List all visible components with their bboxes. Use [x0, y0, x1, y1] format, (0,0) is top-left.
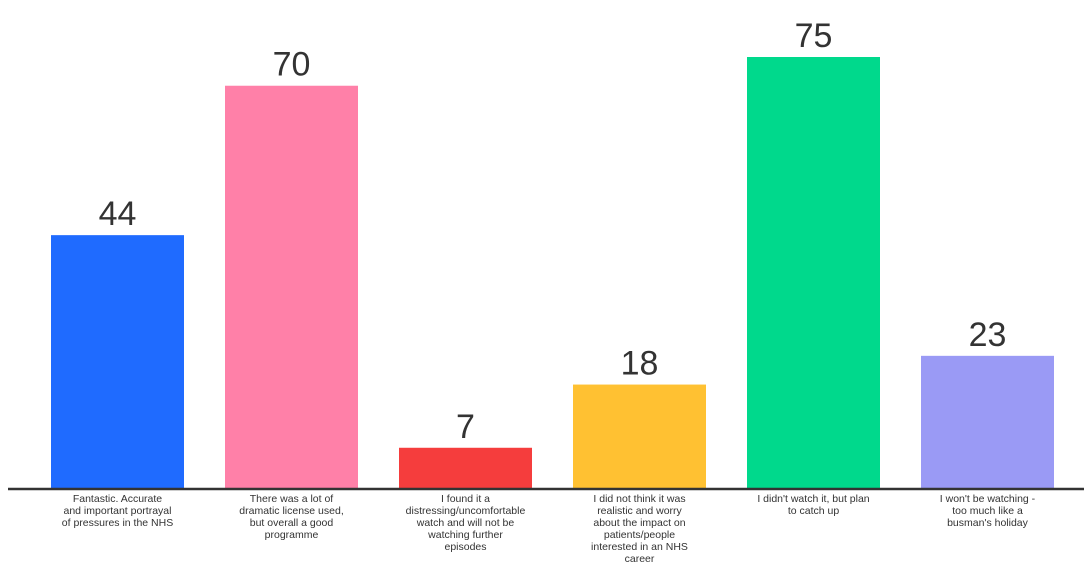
category-label-line: busman's holiday [947, 517, 1029, 529]
category-label-line: distressing/uncomfortable [406, 505, 526, 517]
value-label-1: 44 [99, 195, 137, 233]
value-label-5: 75 [795, 17, 833, 55]
category-label-line: interested in an NHS [591, 541, 688, 553]
category-label-line: patients/people [604, 529, 675, 541]
bar-4 [573, 384, 706, 488]
category-label-line: too much like a [952, 505, 1023, 517]
category-label-line: programme [265, 529, 319, 541]
bar-2 [225, 85, 358, 488]
category-label-line: I won't be watching - [940, 493, 1036, 505]
category-label-1: Fantastic. Accurate and important portray… [62, 493, 173, 529]
category-label-3: I found it a distressing/uncomfortable wat… [406, 493, 526, 553]
category-label-line: career [625, 553, 655, 565]
category-label-line: and important portrayal [64, 505, 172, 517]
category-label-line: I found it a [441, 493, 490, 505]
category-label-line: about the impact on [593, 517, 685, 529]
category-label-line: dramatic license used, [239, 505, 343, 517]
value-labels-group: 44 70 7 18 75 23 [99, 17, 1007, 446]
bars-group [51, 57, 1054, 488]
category-label-5: I didn't watch it, but plan to catch up [757, 493, 869, 517]
bar-5 [747, 57, 880, 488]
value-label-3: 7 [456, 408, 475, 446]
category-label-line: watching further [427, 529, 503, 541]
category-label-6: I won't be watching -too much like a busm… [940, 493, 1036, 529]
value-label-6: 23 [969, 316, 1007, 354]
category-label-line: watch and will not be [416, 517, 515, 529]
category-label-line: episodes [444, 541, 486, 553]
category-label-4: I did not think it was realistic and worr… [591, 493, 688, 565]
value-label-4: 18 [621, 345, 659, 383]
category-label-line: of pressures in the NHS [62, 517, 173, 529]
category-label-line: I did not think it was [593, 493, 685, 505]
category-label-line: to catch up [788, 505, 840, 517]
value-label-2: 70 [273, 46, 311, 84]
bar-6 [921, 355, 1054, 488]
category-label-2: There was a lot of dramatic license used,… [239, 493, 343, 541]
category-label-line: realistic and worry [597, 505, 682, 517]
bar-3 [399, 447, 532, 488]
category-labels-group: Fantastic. Accurate and important portray… [62, 493, 1036, 565]
bar-1 [51, 235, 184, 488]
category-label-line: There was a lot of [250, 493, 334, 505]
category-label-line: I didn't watch it, but plan [757, 493, 869, 505]
category-label-line: but overall a good [250, 517, 334, 529]
category-label-line: Fantastic. Accurate [73, 493, 162, 505]
